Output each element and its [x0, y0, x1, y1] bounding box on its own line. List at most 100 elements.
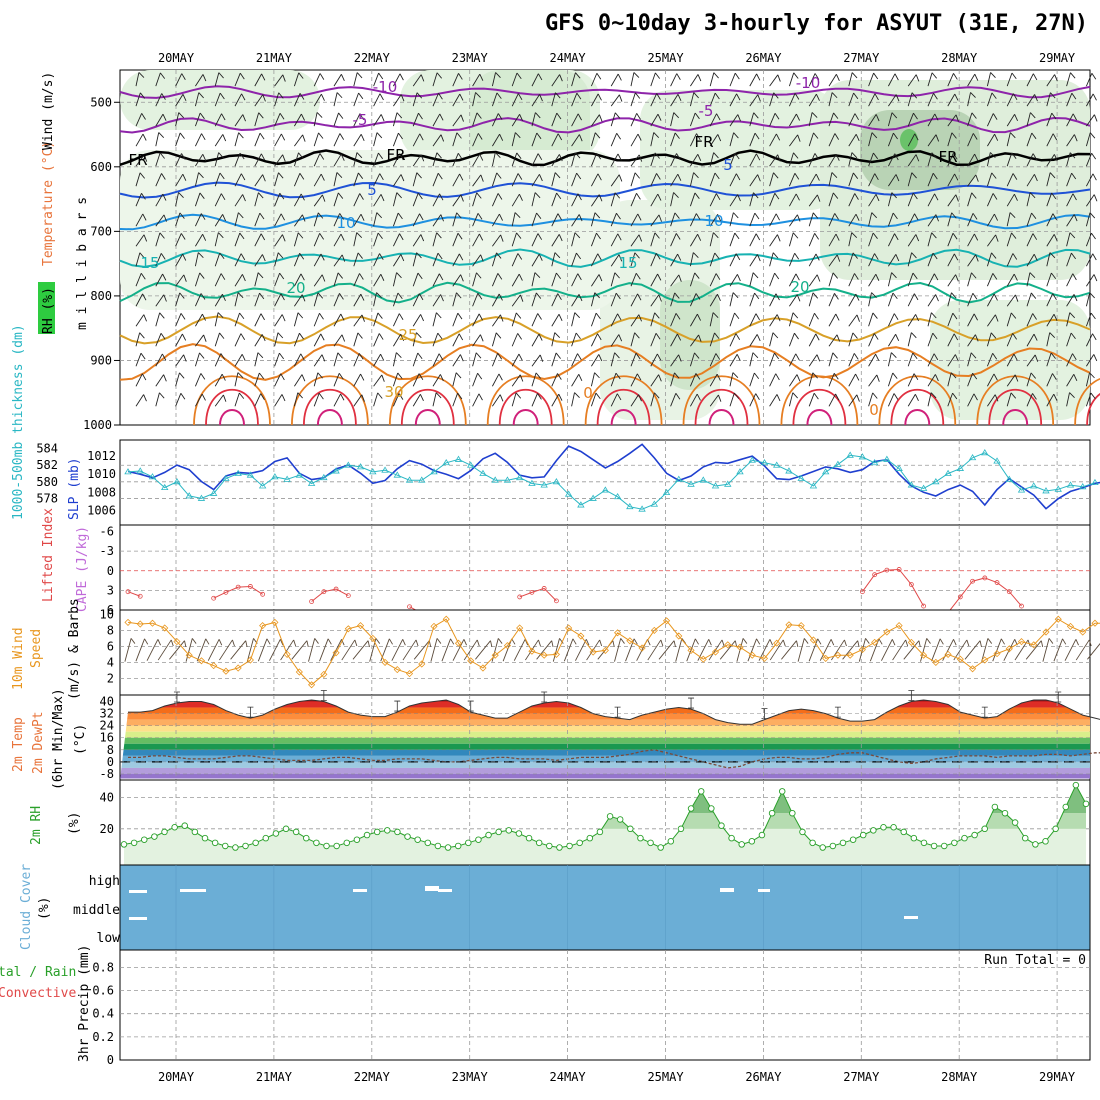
barb-flag — [793, 72, 799, 79]
wind-barb — [729, 253, 741, 267]
wind-barb — [491, 252, 502, 267]
cloud-level-label: middle — [73, 903, 120, 918]
temp-band — [120, 743, 1090, 750]
wind-barb — [175, 94, 187, 107]
wind-barb — [175, 372, 185, 387]
barb-staff — [887, 212, 894, 227]
barb-flag — [597, 333, 602, 341]
wind-barb — [986, 172, 997, 187]
barb-flag — [518, 353, 523, 361]
barb-staff — [511, 273, 520, 287]
barb-staff — [472, 233, 480, 247]
wind-barb — [749, 254, 761, 267]
barb-staff — [472, 334, 481, 347]
barb-flag — [935, 134, 940, 142]
barb-flag — [954, 173, 959, 181]
barb-flag — [836, 254, 841, 262]
rh-point — [515, 830, 523, 837]
w10-barb-staff — [196, 638, 207, 662]
li-point — [321, 589, 327, 595]
wind-barb — [214, 294, 226, 307]
wind-barb — [828, 153, 840, 167]
w10-barb — [747, 638, 761, 662]
barb-flag — [618, 334, 623, 342]
wind-barb — [293, 392, 303, 407]
barb-flag — [516, 232, 522, 239]
rh-point — [333, 842, 340, 850]
wind-barb — [294, 273, 305, 287]
bottom-date-label: 23MAY — [452, 1070, 489, 1084]
barb-staff — [511, 392, 517, 407]
barb-staff — [630, 92, 636, 107]
barb-flag — [992, 353, 998, 360]
wind-barb — [155, 273, 167, 287]
barb-flag — [478, 313, 483, 321]
rh-ylabels: 2m RH (%) — [29, 806, 82, 845]
barb-staff — [1066, 134, 1075, 147]
barb-flag — [279, 113, 285, 120]
barb-flag — [420, 154, 425, 162]
barb-staff — [848, 193, 856, 207]
barb-flag — [736, 93, 741, 101]
barb-staff — [729, 232, 736, 247]
wind-barb — [294, 214, 306, 227]
barb-flag — [1093, 354, 1098, 362]
barb-staff — [571, 374, 580, 387]
barb-flag — [302, 134, 306, 142]
pressure-tick-label: 800 — [90, 289, 112, 303]
barb-staff — [610, 393, 618, 407]
wind-barb — [610, 153, 622, 167]
barb-staff — [531, 253, 540, 267]
w10-point — [650, 626, 658, 634]
barb-flag — [912, 192, 918, 200]
wind-barb — [907, 252, 917, 267]
t2-tick: 40 — [100, 695, 114, 709]
wind-barb — [175, 313, 186, 327]
w10-grid — [120, 610, 1090, 695]
wind-barb — [590, 232, 601, 247]
barb-flag — [991, 252, 997, 259]
wind-barb — [452, 73, 463, 87]
w10-barb-staff — [614, 638, 622, 662]
barb-flag — [674, 372, 680, 379]
barb-flag — [221, 373, 226, 381]
barb-flag — [795, 113, 800, 121]
barb-flag — [717, 294, 721, 301]
wind-barb — [214, 373, 226, 387]
barb-flag — [994, 394, 999, 402]
barb-flag — [773, 92, 779, 99]
slp-tick: 1008 — [87, 485, 116, 499]
barb-staff — [511, 72, 518, 87]
barb-flag — [595, 312, 601, 320]
barb-staff — [194, 133, 202, 147]
barb-flag — [519, 374, 524, 382]
barb-staff — [333, 393, 341, 407]
wind-barb — [353, 213, 365, 227]
wind-barb — [967, 73, 979, 87]
wind-barb — [927, 113, 939, 127]
wind-barb — [452, 114, 464, 127]
wind-barb — [373, 72, 384, 87]
barb-flag — [1029, 192, 1036, 199]
barb-flag — [953, 253, 959, 261]
barb-staff — [214, 294, 223, 307]
barb-flag — [955, 114, 959, 122]
barb-staff — [788, 93, 796, 107]
barb-flag — [618, 254, 623, 262]
heat-lobe-40 — [792, 389, 847, 426]
wind-barb — [214, 92, 225, 107]
barb-staff — [986, 152, 991, 167]
t2-tick: -8 — [100, 767, 114, 781]
barb-staff — [808, 253, 817, 267]
wind-barb — [769, 192, 780, 207]
barb-staff — [907, 154, 917, 167]
barb-flag — [911, 332, 917, 339]
wind-barb — [828, 213, 839, 227]
wind-barb — [709, 172, 720, 187]
wind-barb — [828, 74, 840, 87]
barb-staff — [887, 292, 894, 307]
barb-staff — [907, 332, 912, 347]
rh-point — [292, 828, 300, 836]
minmax-bar — [981, 706, 988, 718]
w10-barb-flag — [511, 638, 516, 645]
